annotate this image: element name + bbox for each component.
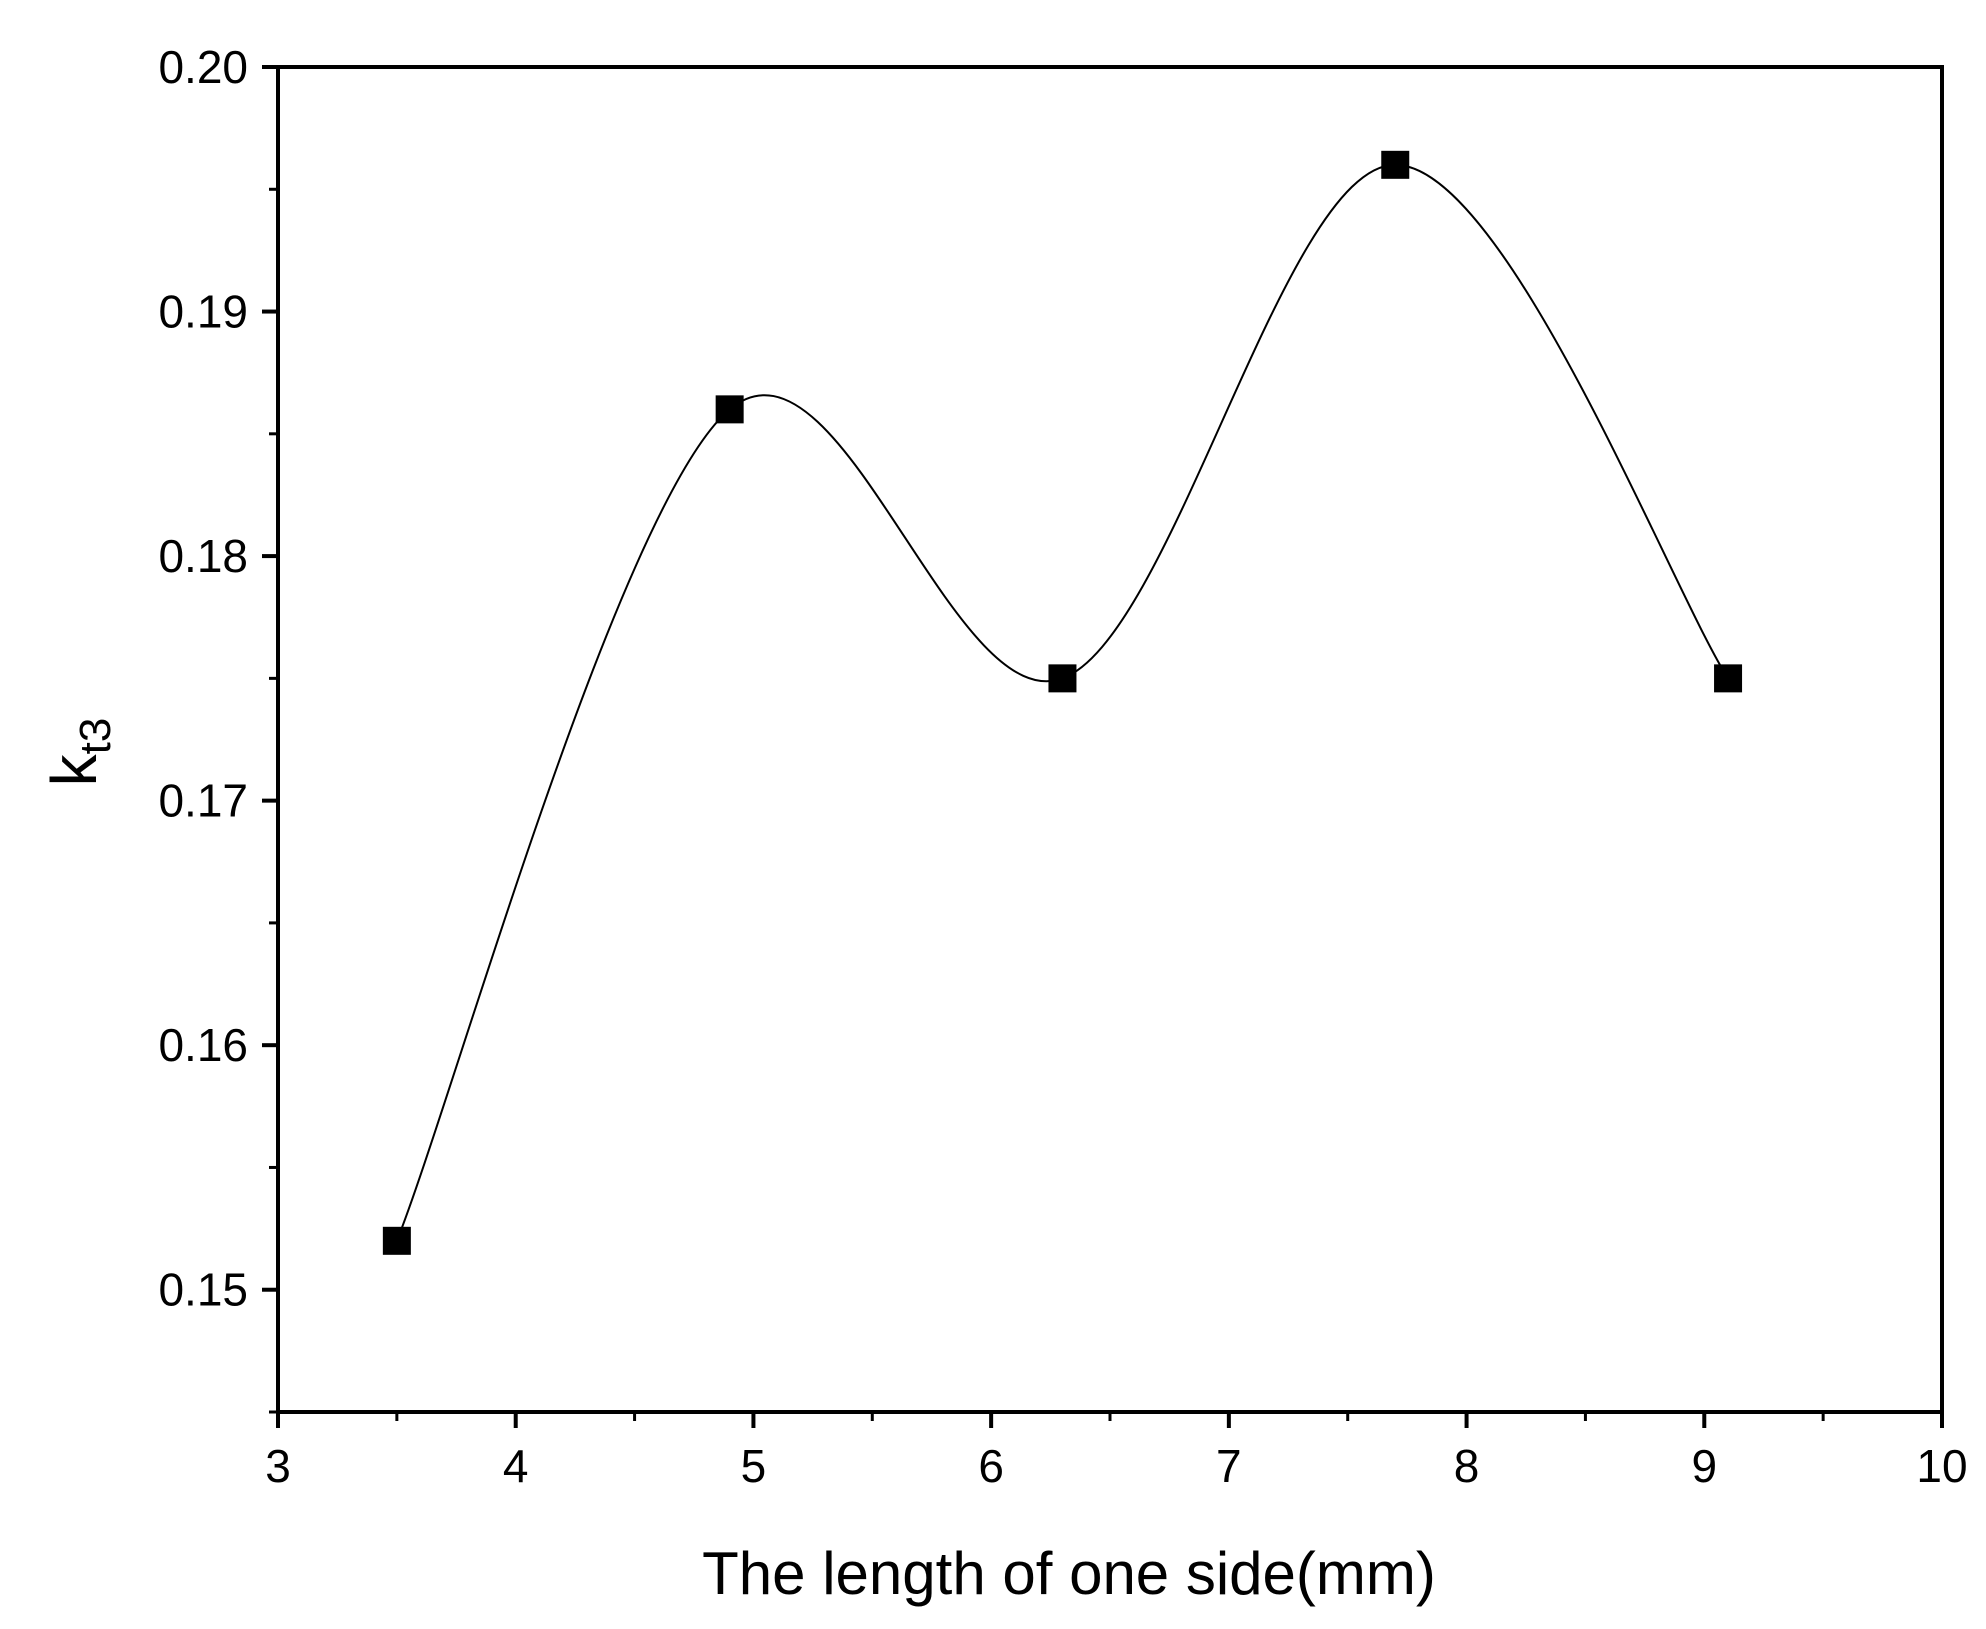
x-tick-label: 10 [1916,1440,1967,1492]
axes [276,65,1944,1414]
y-tick-label: 0.20 [158,41,248,93]
data-point-marker [1714,664,1743,693]
data-point-marker [1381,150,1410,179]
series-line [395,163,1729,1242]
data-point-marker [715,395,744,424]
y-tick-label: 0.19 [158,286,248,338]
svg-text:kt3: kt3 [38,718,120,787]
series [382,150,1743,1255]
y-tick-label: 0.15 [158,1264,248,1316]
x-tick-label: 8 [1454,1440,1480,1492]
y-tick-label: 0.17 [158,775,248,827]
data-point-marker [382,1226,411,1255]
y-axis-title: kt3 [38,718,120,787]
ticks: 3 4 5 6 7 8 9 10 0.15 0.16 0.17 0.18 0.19 0.20 [158,41,1967,1492]
axis-labels: The length of one side(mm) kt3 [38,718,1436,1607]
x-axis-title: The length of one side(mm) [702,1540,1436,1607]
x-tick-label: 9 [1691,1440,1717,1492]
y-tick-label: 0.18 [158,530,248,582]
x-tick-label: 4 [503,1440,529,1492]
y-axis-title-subscript: t3 [71,718,120,755]
x-tick-label: 6 [978,1440,1004,1492]
x-tick-label: 7 [1216,1440,1242,1492]
y-tick-label: 0.16 [158,1019,248,1071]
plot-frame [276,65,1944,1414]
x-tick-label: 3 [265,1440,291,1492]
y-axis-title-base: k [38,753,110,786]
data-point-marker [1048,664,1077,693]
x-tick-label: 5 [741,1440,767,1492]
